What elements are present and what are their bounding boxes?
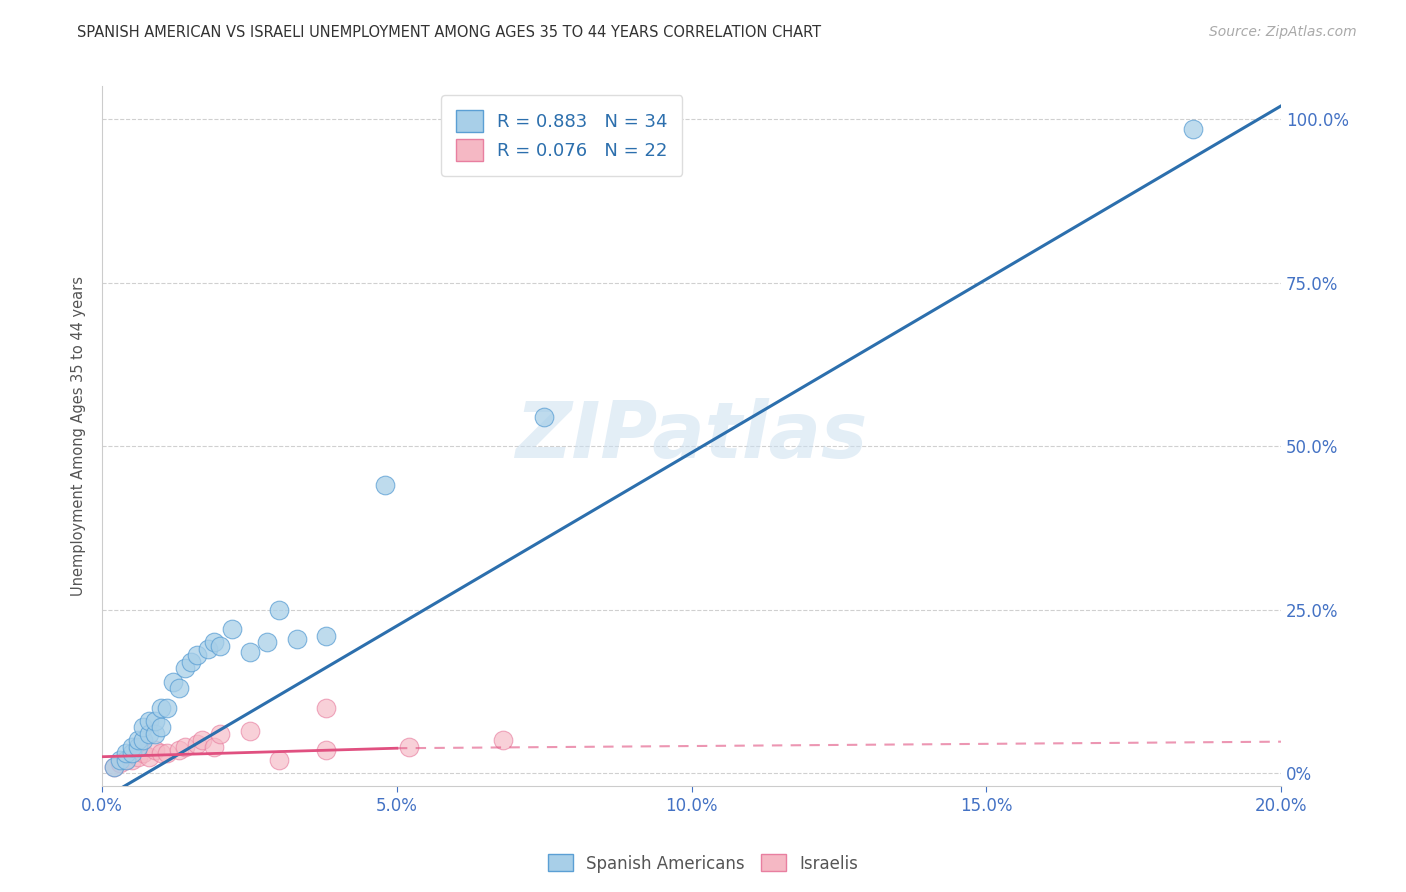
Point	[167, 743, 190, 757]
Point	[108, 756, 131, 771]
Point	[315, 629, 337, 643]
Text: SPANISH AMERICAN VS ISRAELI UNEMPLOYMENT AMONG AGES 35 TO 44 YEARS CORRELATION C: SPANISH AMERICAN VS ISRAELI UNEMPLOYMENT…	[77, 25, 821, 40]
Point	[132, 720, 155, 734]
Point	[197, 641, 219, 656]
Text: ZIPatlas: ZIPatlas	[516, 398, 868, 475]
Point	[238, 723, 260, 738]
Point	[143, 727, 166, 741]
Point	[156, 700, 179, 714]
Point	[315, 700, 337, 714]
Point	[173, 739, 195, 754]
Point	[143, 714, 166, 728]
Point	[162, 674, 184, 689]
Point	[221, 622, 243, 636]
Point	[398, 739, 420, 754]
Point	[1181, 121, 1204, 136]
Point	[121, 739, 143, 754]
Point	[114, 747, 136, 761]
Point	[150, 720, 173, 734]
Point	[114, 753, 136, 767]
Point	[127, 739, 149, 754]
Point	[138, 749, 160, 764]
Point	[103, 759, 125, 773]
Point	[315, 743, 337, 757]
Point	[374, 478, 396, 492]
Point	[191, 733, 214, 747]
Point	[103, 759, 125, 773]
Point	[143, 743, 166, 757]
Legend: R = 0.883   N = 34, R = 0.076   N = 22: R = 0.883 N = 34, R = 0.076 N = 22	[441, 95, 682, 176]
Point	[180, 655, 202, 669]
Point	[138, 727, 160, 741]
Point	[202, 739, 225, 754]
Point	[167, 681, 190, 695]
Point	[267, 602, 290, 616]
Point	[492, 733, 515, 747]
Point	[267, 753, 290, 767]
Point	[121, 747, 143, 761]
Point	[127, 749, 149, 764]
Point	[186, 648, 208, 663]
Point	[132, 733, 155, 747]
Point	[238, 645, 260, 659]
Point	[533, 409, 555, 424]
Text: Source: ZipAtlas.com: Source: ZipAtlas.com	[1209, 25, 1357, 39]
Point	[173, 661, 195, 675]
Point	[127, 733, 149, 747]
Point	[202, 635, 225, 649]
Point	[285, 632, 308, 646]
Point	[150, 700, 173, 714]
Point	[209, 727, 232, 741]
Point	[150, 747, 173, 761]
Point	[156, 747, 179, 761]
Point	[138, 714, 160, 728]
Point	[256, 635, 278, 649]
Y-axis label: Unemployment Among Ages 35 to 44 years: Unemployment Among Ages 35 to 44 years	[72, 277, 86, 596]
Legend: Spanish Americans, Israelis: Spanish Americans, Israelis	[541, 847, 865, 880]
Point	[132, 747, 155, 761]
Point	[114, 753, 136, 767]
Point	[108, 753, 131, 767]
Point	[209, 639, 232, 653]
Point	[186, 737, 208, 751]
Point	[121, 753, 143, 767]
